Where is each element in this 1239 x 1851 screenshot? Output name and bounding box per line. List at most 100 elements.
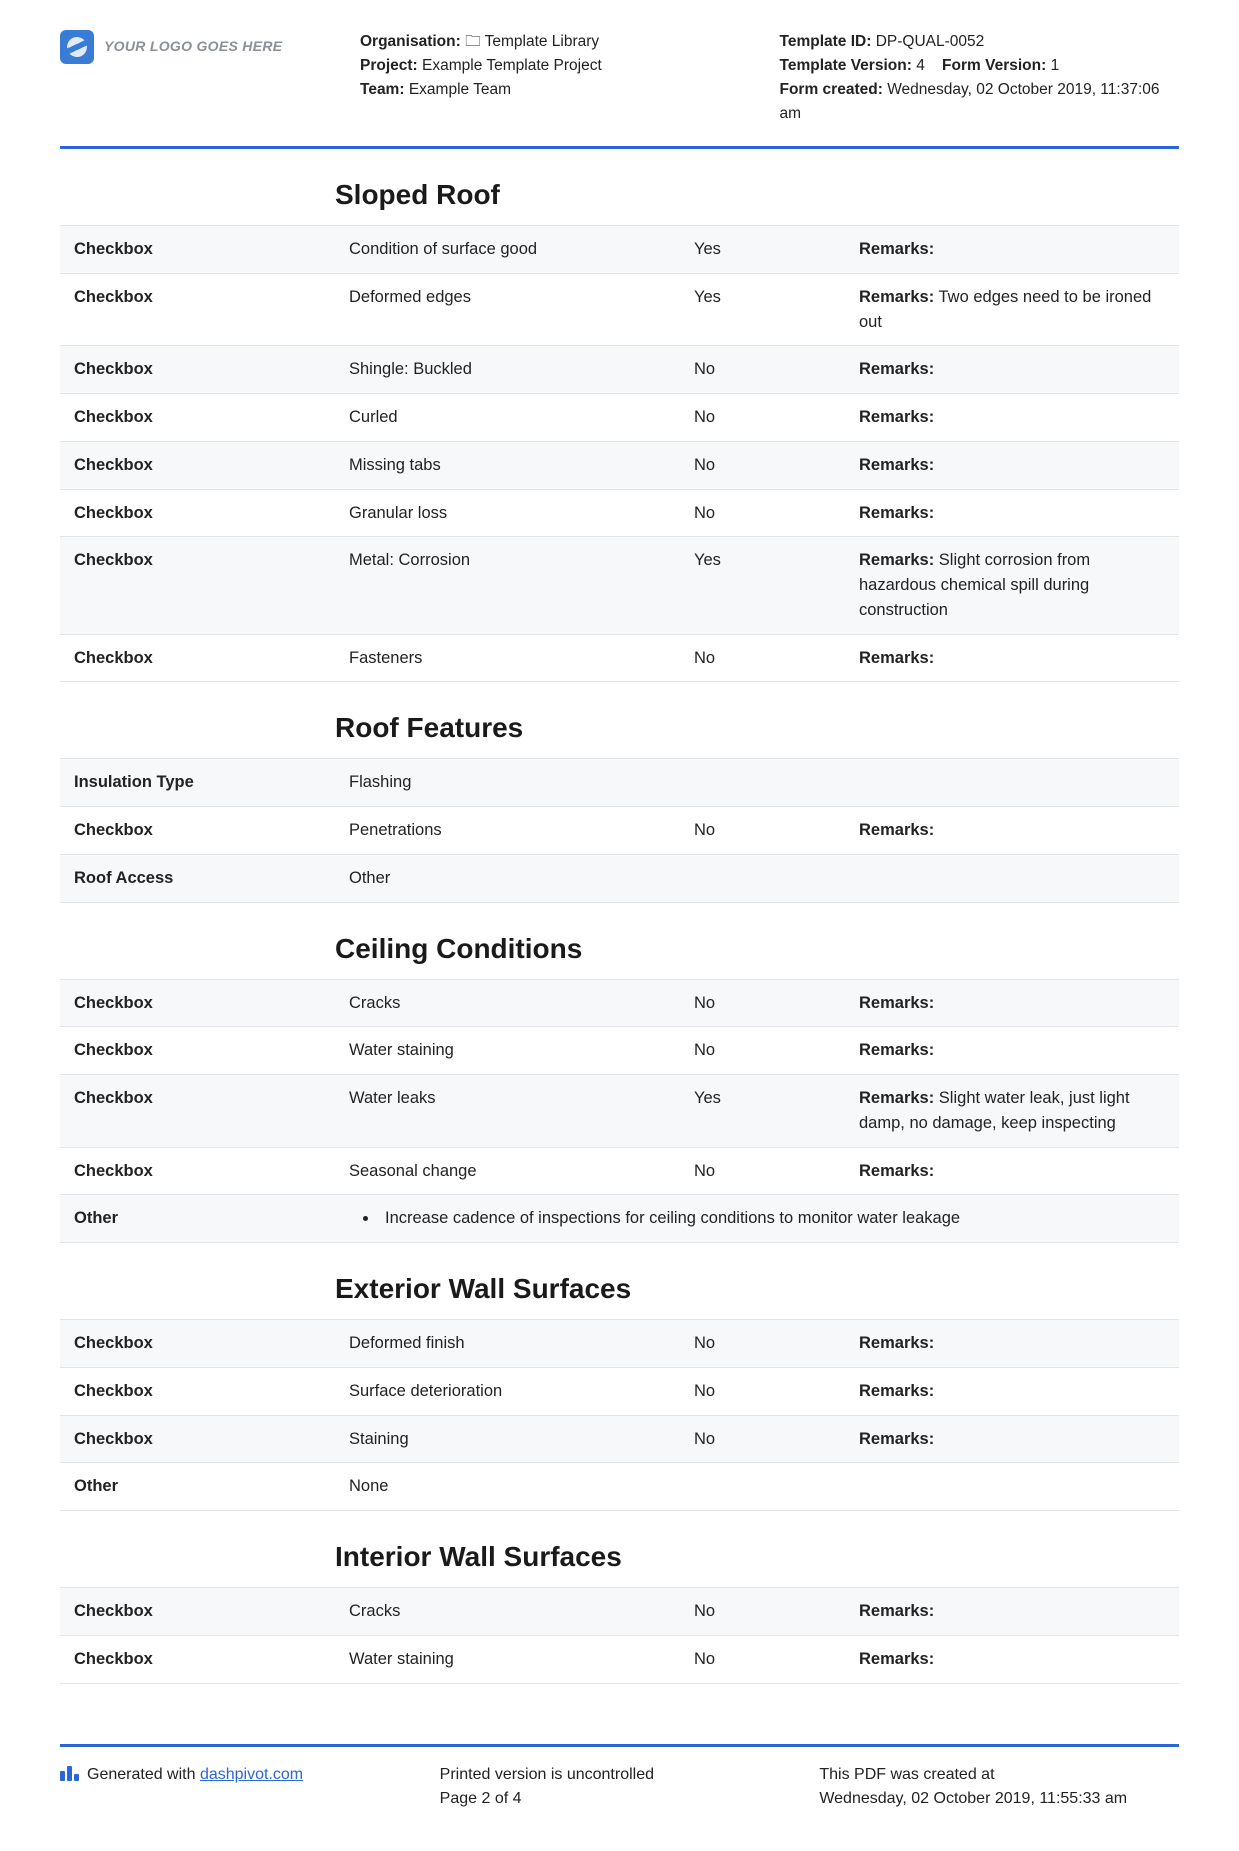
- row-label: Checkbox: [60, 1027, 335, 1075]
- form-created-label: Form created:: [780, 81, 883, 98]
- table-row: CheckboxDeformed finishNoRemarks:: [60, 1320, 1179, 1368]
- row-value: Yes: [680, 273, 845, 346]
- row-remarks: Remarks:: [845, 1635, 1179, 1683]
- row-remarks: Remarks:: [845, 394, 1179, 442]
- section-table: CheckboxDeformed finishNoRemarks: Checkb…: [60, 1319, 1179, 1511]
- row-label: Checkbox: [60, 1367, 335, 1415]
- row-value: Yes: [680, 226, 845, 274]
- logo-block: YOUR LOGO GOES HERE: [60, 30, 340, 126]
- row-desc: Other: [335, 854, 1179, 902]
- row-value: No: [680, 634, 845, 682]
- section-title: Sloped Roof: [335, 169, 1179, 225]
- row-label: Checkbox: [60, 489, 335, 537]
- section-table: CheckboxCracksNoRemarks: CheckboxWater s…: [60, 979, 1179, 1244]
- row-remarks: Remarks: Slight corrosion from hazardous…: [845, 537, 1179, 634]
- bars-icon: [60, 1763, 79, 1781]
- table-row: CheckboxMissing tabsNoRemarks:: [60, 441, 1179, 489]
- section-table: Insulation TypeFlashingCheckboxPenetrati…: [60, 758, 1179, 902]
- sections-container: Sloped RoofCheckboxCondition of surface …: [60, 169, 1179, 1684]
- row-label: Checkbox: [60, 537, 335, 634]
- row-value: No: [680, 1415, 845, 1463]
- footer-mid-line2: Page 2 of 4: [440, 1787, 800, 1811]
- section: Ceiling ConditionsCheckboxCracksNoRemark…: [60, 923, 1179, 1244]
- row-value: No: [680, 1367, 845, 1415]
- row-desc: Staining: [335, 1415, 680, 1463]
- section-title: Exterior Wall Surfaces: [335, 1263, 1179, 1319]
- row-label: Checkbox: [60, 226, 335, 274]
- row-value: No: [680, 807, 845, 855]
- section-table: CheckboxCondition of surface goodYesRema…: [60, 225, 1179, 682]
- row-desc: None: [335, 1463, 1179, 1511]
- table-row: OtherIncrease cadence of inspections for…: [60, 1195, 1179, 1243]
- document-header: YOUR LOGO GOES HERE Organisation: 🗀 Temp…: [60, 30, 1179, 140]
- table-row: CheckboxWater stainingNoRemarks:: [60, 1635, 1179, 1683]
- row-remarks: Remarks:: [845, 1367, 1179, 1415]
- row-remarks: Remarks:: [845, 979, 1179, 1027]
- template-id-label: Template ID:: [780, 33, 872, 50]
- row-remarks: Remarks:: [845, 1415, 1179, 1463]
- row-value: No: [680, 441, 845, 489]
- table-row: CheckboxCurledNoRemarks:: [60, 394, 1179, 442]
- row-label: Checkbox: [60, 1320, 335, 1368]
- table-row: OtherNone: [60, 1463, 1179, 1511]
- logo-placeholder-text: YOUR LOGO GOES HERE: [104, 30, 282, 54]
- form-version-value: 1: [1051, 57, 1060, 74]
- row-value: Yes: [680, 1075, 845, 1148]
- section: Sloped RoofCheckboxCondition of surface …: [60, 169, 1179, 682]
- table-row: Roof AccessOther: [60, 854, 1179, 902]
- row-desc: Flashing: [335, 759, 1179, 807]
- row-label: Roof Access: [60, 854, 335, 902]
- template-version-value: 4: [916, 57, 925, 74]
- row-label: Checkbox: [60, 1635, 335, 1683]
- table-row: CheckboxCracksNoRemarks:: [60, 1588, 1179, 1636]
- row-desc: Penetrations: [335, 807, 680, 855]
- generated-prefix: Generated with: [87, 1766, 200, 1783]
- row-desc: Cracks: [335, 979, 680, 1027]
- logo-icon: [60, 30, 94, 64]
- section-title: Roof Features: [335, 702, 1179, 758]
- row-label: Checkbox: [60, 1588, 335, 1636]
- row-label: Checkbox: [60, 273, 335, 346]
- footer-right-line1: This PDF was created at: [819, 1763, 1179, 1787]
- section-title: Ceiling Conditions: [335, 923, 1179, 979]
- row-label: Checkbox: [60, 1415, 335, 1463]
- table-row: CheckboxFastenersNoRemarks:: [60, 634, 1179, 682]
- project-label: Project:: [360, 57, 418, 74]
- row-label: Checkbox: [60, 394, 335, 442]
- row-remarks: Remarks:: [845, 346, 1179, 394]
- table-row: CheckboxShingle: BuckledNoRemarks:: [60, 346, 1179, 394]
- row-label: Checkbox: [60, 1147, 335, 1195]
- row-remarks: Remarks: Two edges need to be ironed out: [845, 273, 1179, 346]
- row-desc: Shingle: Buckled: [335, 346, 680, 394]
- row-desc: Curled: [335, 394, 680, 442]
- row-label: Checkbox: [60, 346, 335, 394]
- section-table: CheckboxCracksNoRemarks: CheckboxWater s…: [60, 1587, 1179, 1684]
- row-desc: Water staining: [335, 1635, 680, 1683]
- organisation-label: Organisation:: [360, 33, 461, 50]
- organisation-value: 🗀 Template Library: [465, 33, 599, 50]
- section: Interior Wall SurfacesCheckboxCracksNoRe…: [60, 1531, 1179, 1684]
- row-remarks: Remarks:: [845, 1588, 1179, 1636]
- row-label: Checkbox: [60, 1075, 335, 1148]
- table-row: CheckboxGranular lossNoRemarks:: [60, 489, 1179, 537]
- footer-right-line2: Wednesday, 02 October 2019, 11:55:33 am: [819, 1787, 1179, 1811]
- footer-left: Generated with dashpivot.com: [60, 1763, 420, 1811]
- row-desc: Deformed finish: [335, 1320, 680, 1368]
- template-id-value: DP-QUAL-0052: [876, 33, 985, 50]
- row-label: Checkbox: [60, 634, 335, 682]
- row-value: No: [680, 346, 845, 394]
- row-remarks: Remarks: Slight water leak, just light d…: [845, 1075, 1179, 1148]
- row-value: No: [680, 1635, 845, 1683]
- row-label: Insulation Type: [60, 759, 335, 807]
- table-row: CheckboxCondition of surface goodYesRema…: [60, 226, 1179, 274]
- table-row: CheckboxSeasonal changeNoRemarks:: [60, 1147, 1179, 1195]
- table-row: CheckboxWater stainingNoRemarks:: [60, 1027, 1179, 1075]
- row-label: Checkbox: [60, 441, 335, 489]
- table-row: Insulation TypeFlashing: [60, 759, 1179, 807]
- row-label: Checkbox: [60, 979, 335, 1027]
- form-version-label: Form Version:: [942, 57, 1046, 74]
- generated-link[interactable]: dashpivot.com: [200, 1766, 303, 1783]
- team-value: Example Team: [409, 81, 511, 98]
- row-label: Other: [60, 1463, 335, 1511]
- footer-right: This PDF was created at Wednesday, 02 Oc…: [819, 1763, 1179, 1811]
